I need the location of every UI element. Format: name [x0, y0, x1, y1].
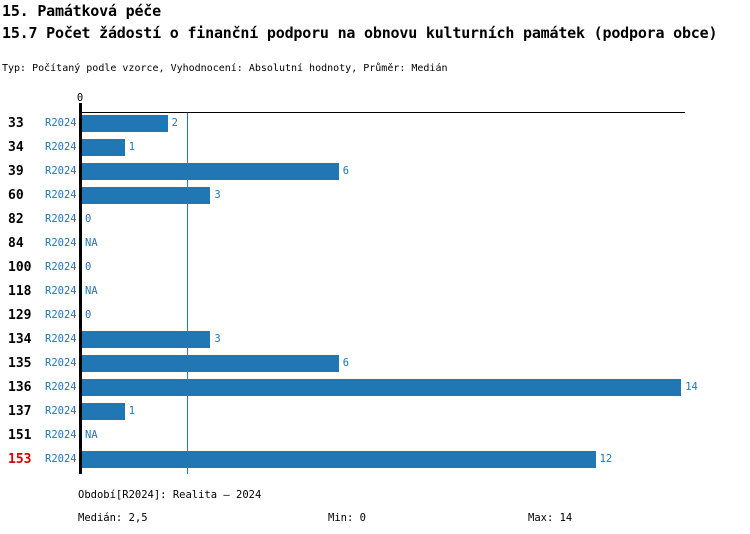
row-category-label: 60 — [8, 188, 24, 203]
bar-value-label: 3 — [214, 189, 221, 201]
bar-value-label: 0 — [85, 309, 92, 321]
row-series-label: R2024 — [45, 381, 77, 393]
row-series-label: R2024 — [45, 261, 77, 273]
footer-median: Medián: 2,5 — [78, 512, 148, 524]
chart-row: 129 R2024 0 — [0, 307, 750, 324]
bar-value-label: 12 — [599, 453, 613, 465]
value-bar — [82, 163, 339, 180]
value-bar — [82, 379, 682, 396]
bar-value-label: 2 — [171, 117, 178, 129]
chart-subtitle: Typ: Počítaný podle vzorce, Vyhodnocení:… — [2, 63, 448, 74]
value-bar — [82, 403, 125, 420]
row-series-label: R2024 — [45, 429, 77, 441]
chart-row: 134 R2024 3 — [0, 331, 750, 348]
row-series-label: R2024 — [45, 117, 77, 129]
chart-title: 15.7 Počet žádostí o finanční podporu na… — [2, 24, 718, 42]
chart-row: 136 R2024 14 — [0, 379, 750, 396]
footer-min: Min: 0 — [328, 512, 366, 524]
row-series-label: R2024 — [45, 165, 77, 177]
chart-row: 137 R2024 1 — [0, 403, 750, 420]
value-bar — [82, 115, 168, 132]
row-series-label: R2024 — [45, 189, 77, 201]
row-category-label: 136 — [8, 380, 32, 395]
row-series-label: R2024 — [45, 357, 77, 369]
chart-row: 84 R2024 NA — [0, 235, 750, 252]
row-series-label: R2024 — [45, 285, 77, 297]
chart-row: 135 R2024 6 — [0, 355, 750, 372]
bar-value-label: 0 — [85, 261, 92, 273]
bar-value-label: 14 — [685, 381, 698, 393]
bar-value-label: NA — [85, 237, 98, 249]
x-axis-tick-label-zero: 0 — [76, 92, 84, 104]
footer-period: Období[R2024]: Realita – 2024 — [78, 489, 262, 501]
zero-axis-line — [79, 103, 82, 474]
row-category-label: 118 — [8, 284, 32, 299]
bar-value-label: 3 — [214, 333, 221, 345]
bar-value-label: 1 — [128, 405, 136, 417]
bar-value-label: NA — [85, 285, 98, 297]
bar-value-label: 1 — [128, 141, 136, 153]
chart-row: 100 R2024 0 — [0, 259, 750, 276]
row-category-label: 129 — [8, 308, 32, 323]
chart-row: 34 R2024 1 — [0, 139, 750, 156]
x-axis-line — [79, 112, 685, 113]
row-category-label: 33 — [8, 116, 24, 131]
row-series-label: R2024 — [45, 309, 77, 321]
chart-row: 60 R2024 3 — [0, 187, 750, 204]
row-category-label: 137 — [8, 404, 32, 419]
row-category-label: 82 — [8, 212, 24, 227]
footer-max: Max: 14 — [528, 512, 573, 524]
chart-row: 82 R2024 0 — [0, 211, 750, 228]
row-category-label: 39 — [8, 164, 24, 179]
row-category-label: 135 — [8, 356, 32, 371]
row-series-label: R2024 — [45, 453, 77, 465]
row-category-label: 153 — [8, 452, 32, 467]
row-category-label: 134 — [8, 332, 32, 347]
value-bar — [82, 331, 211, 348]
row-series-label: R2024 — [45, 141, 77, 153]
median-reference-line — [187, 113, 188, 474]
row-series-label: R2024 — [45, 333, 77, 345]
bar-value-label: 6 — [342, 357, 350, 369]
chart-row: 151 R2024 NA — [0, 427, 750, 444]
bar-value-label: 6 — [342, 165, 350, 177]
row-category-label: 34 — [8, 140, 24, 155]
chart-row: 39 R2024 6 — [0, 163, 750, 180]
bar-value-label: NA — [85, 429, 98, 441]
value-bar — [82, 187, 211, 204]
row-series-label: R2024 — [45, 213, 77, 225]
row-series-label: R2024 — [45, 237, 77, 249]
chart-row: 153 R2024 12 — [0, 451, 750, 468]
row-category-label: 84 — [8, 236, 24, 251]
value-bar — [82, 139, 125, 156]
chart-row: 118 R2024 NA — [0, 283, 750, 300]
chart-row: 33 R2024 2 — [0, 115, 750, 132]
bar-value-label: 0 — [85, 213, 92, 225]
value-bar — [82, 451, 596, 468]
page-title: 15. Památková péče — [2, 2, 161, 20]
value-bar — [82, 355, 339, 372]
row-category-label: 100 — [8, 260, 32, 275]
row-series-label: R2024 — [45, 405, 77, 417]
row-category-label: 151 — [8, 428, 32, 443]
